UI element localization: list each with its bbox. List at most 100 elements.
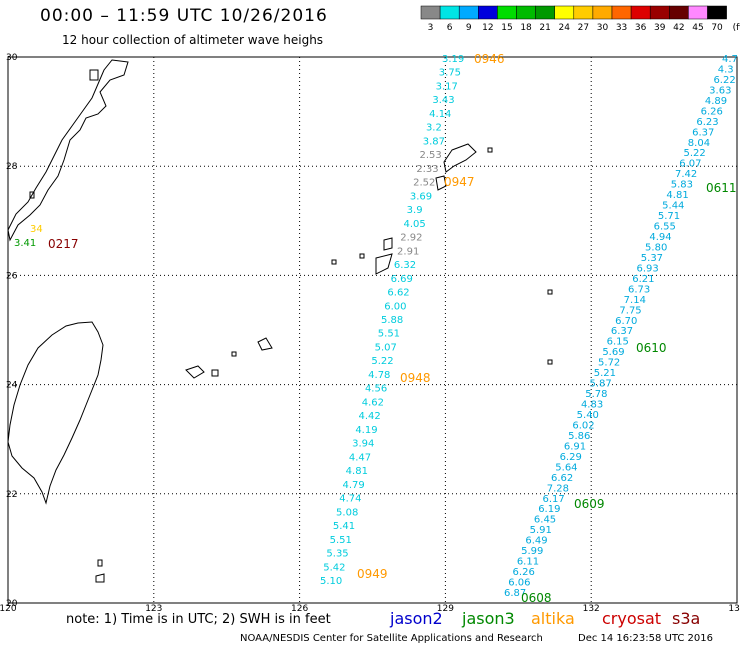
wave-height-label: 7.14 xyxy=(624,295,646,306)
wave-height-label: 6.73 xyxy=(628,284,650,295)
pass-time-label: 0949 xyxy=(357,567,388,581)
pass-time-label: 0609 xyxy=(574,497,605,511)
wave-height-label: 3.94 xyxy=(352,439,374,450)
wave-height-label: 6.26 xyxy=(513,567,535,578)
pass-time-label: 0948 xyxy=(400,371,431,385)
lat-label: 30 xyxy=(6,53,18,63)
wave-height-label: 5.21 xyxy=(594,368,616,379)
island-group-sakishima xyxy=(95,289,553,583)
colorbar-swatch xyxy=(516,5,536,20)
lat-label: 26 xyxy=(6,271,18,281)
colorbar-tick: 70 xyxy=(711,23,723,33)
wave-height-label: 6.70 xyxy=(615,316,637,327)
wave-height-label: 6.37 xyxy=(611,326,633,337)
wave-height-label: 4.74 xyxy=(339,494,361,505)
colorbar-unit: (ft) xyxy=(733,23,740,33)
wave-height-label: 4.62 xyxy=(362,397,384,408)
colorbar-swatch xyxy=(688,5,708,20)
footer-timestamp: Dec 14 16:23:58 UTC 2016 xyxy=(578,633,713,644)
wave-height-label: 6.00 xyxy=(384,301,406,312)
colorbar-swatch xyxy=(497,5,517,20)
wave-height-label: 8.04 xyxy=(688,138,710,149)
legend-cryosat: cryosat xyxy=(602,609,662,628)
wave-height-label: 4.14 xyxy=(429,109,451,120)
wave-height-label: 6.62 xyxy=(551,473,573,484)
wave-height-label: 5.78 xyxy=(585,389,607,400)
colorbar-tick: 9 xyxy=(466,23,472,33)
colorbar-tick: 18 xyxy=(520,23,532,33)
wave-height-label: 6.22 xyxy=(713,75,735,86)
colorbar-tick: 39 xyxy=(654,23,666,33)
wave-height-label: 6.93 xyxy=(637,263,659,274)
colorbar-swatch xyxy=(458,5,479,20)
colorbar-tick: 6 xyxy=(447,23,453,33)
legend-s3a: s3a xyxy=(672,609,701,628)
wave-height-label: 4.42 xyxy=(359,411,381,422)
map-frame xyxy=(7,56,738,604)
wave-height-label: 6.55 xyxy=(654,222,676,233)
colorbar-tick: 24 xyxy=(559,23,571,33)
wave-height-label: 6.15 xyxy=(607,337,629,348)
pass-time-label: 0610 xyxy=(636,341,667,355)
lon-label: 123 xyxy=(145,604,162,614)
wave-height-label: 5.42 xyxy=(323,562,345,573)
wave-height-label: 4.79 xyxy=(342,480,364,491)
wave-height-label: 6.49 xyxy=(525,536,547,547)
wave-height-label: 4.47 xyxy=(349,452,371,463)
footer-credit: NOAA/NESDIS Center for Satellite Applica… xyxy=(240,633,543,644)
wave-height-label: 4.3 xyxy=(718,64,734,75)
colorbar-swatch xyxy=(420,5,441,20)
wave-height-label: 6.29 xyxy=(560,452,582,463)
lat-label: 24 xyxy=(6,381,18,391)
wave-height-label: 5.99 xyxy=(521,546,543,557)
wave-height-label: 5.40 xyxy=(577,410,599,421)
colorbar-swatch xyxy=(611,5,632,20)
lat-label: 28 xyxy=(6,162,18,172)
wave-height-label: 5.37 xyxy=(641,253,663,264)
wave-height-label: 4.94 xyxy=(649,232,671,243)
wave-height-label: 5.44 xyxy=(662,201,684,212)
taiwan-coastline xyxy=(7,321,104,505)
colorbar-swatch xyxy=(649,5,670,20)
wave-height-label: 4.05 xyxy=(403,219,425,230)
wave-height-label: 2.33 xyxy=(416,164,438,175)
wave-height-label: 6.32 xyxy=(394,260,416,271)
wave-height-label: 4.56 xyxy=(365,384,387,395)
wave-height-label: 3.19 xyxy=(442,54,464,65)
wave-height-label: 5.10 xyxy=(320,576,342,587)
wave-height-label: 4.7 xyxy=(722,54,738,65)
wave-height-label: 3.9 xyxy=(407,205,423,216)
wave-height-label: 5.07 xyxy=(375,342,397,353)
wave-height-label: 6.02 xyxy=(572,420,594,431)
lon-label: 129 xyxy=(437,604,454,614)
wave-height-label: 5.69 xyxy=(602,347,624,358)
lon-label: 135 xyxy=(728,604,740,614)
wave-height-label: 6.19 xyxy=(538,504,560,515)
colorbar-swatch xyxy=(669,5,689,20)
lon-label: 120 xyxy=(0,604,17,614)
colorbar-tick: 15 xyxy=(501,23,512,33)
coastal-track: 343.41 xyxy=(14,224,43,249)
wave-height-label: 6.69 xyxy=(391,274,413,285)
wave-height-label: 2.92 xyxy=(400,233,422,244)
wave-height-label: 34 xyxy=(30,224,43,235)
wave-height-label: 6.62 xyxy=(387,288,409,299)
map-title: 00:00 – 11:59 UTC 10/26/2016 xyxy=(40,6,328,26)
lat-label: 22 xyxy=(6,490,17,500)
wave-height-label: 4.83 xyxy=(581,400,603,411)
wave-height-label: 5.51 xyxy=(330,535,352,546)
footer-note: note: 1) Time is in UTC; 2) SWH is in fe… xyxy=(66,612,331,627)
colorbar-tick: 45 xyxy=(692,23,703,33)
colorbar-tick: 3 xyxy=(428,23,434,33)
wave-height-label: 6.26 xyxy=(701,106,723,117)
colorbar-tick: 27 xyxy=(578,23,589,33)
colorbar-tick: 12 xyxy=(482,23,493,33)
map-subtitle: 12 hour collection of altimeter wave hei… xyxy=(62,33,324,47)
wave-height-label: 5.87 xyxy=(589,379,611,390)
island-group-north xyxy=(7,59,129,242)
wave-height-label: 6.45 xyxy=(534,515,556,526)
pass-time-label: 0611 xyxy=(706,181,737,195)
colorbar-tick: 30 xyxy=(597,23,609,33)
wave-height-label: 5.64 xyxy=(555,462,577,473)
wave-height-label: 2.91 xyxy=(397,246,419,257)
